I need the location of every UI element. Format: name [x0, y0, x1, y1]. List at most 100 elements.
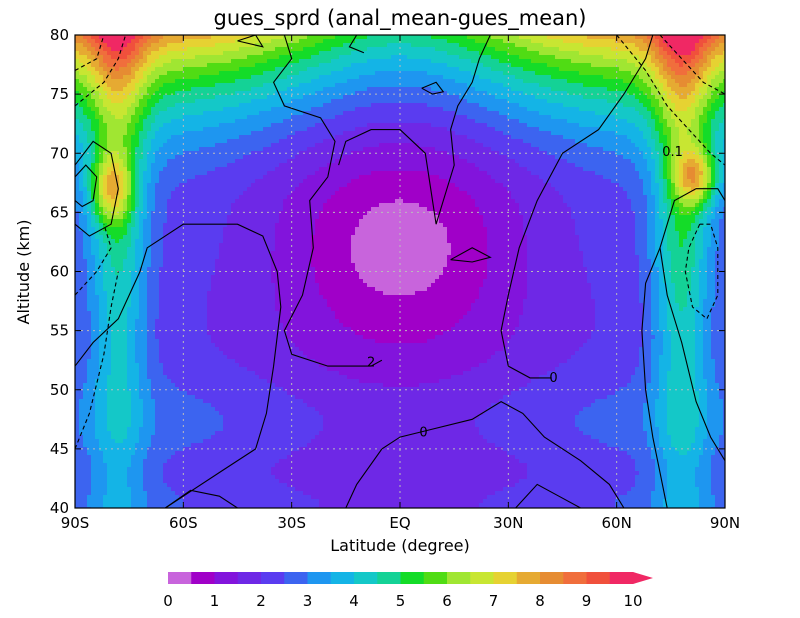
heat-cell [443, 139, 448, 144]
heat-cell [423, 43, 428, 48]
heat-cell [635, 123, 640, 128]
heat-cell [363, 107, 368, 112]
heat-cell [547, 143, 552, 148]
heat-cell [459, 111, 464, 116]
heat-cell [99, 99, 104, 104]
heat-cell [215, 139, 220, 144]
heat-cell [519, 63, 524, 68]
heat-cell [303, 91, 308, 96]
heat-cell [147, 115, 152, 120]
heat-cell [615, 71, 620, 76]
heat-cell [647, 119, 652, 124]
heat-cell [375, 83, 380, 88]
heat-cell [423, 123, 428, 128]
heat-cell [467, 135, 472, 140]
heat-cell [399, 47, 404, 52]
heat-cell [675, 131, 680, 136]
heat-cell [279, 63, 284, 68]
heat-cell [407, 47, 412, 52]
heat-cell [715, 43, 720, 48]
heat-cell [567, 111, 572, 116]
heat-cell [435, 115, 440, 120]
heat-cell [203, 99, 208, 104]
heat-cell [455, 135, 460, 140]
heat-cell [79, 119, 84, 124]
heat-cell [687, 131, 692, 136]
heat-cell [143, 107, 148, 112]
heat-cell [563, 119, 568, 124]
heat-cell [143, 59, 148, 64]
heat-cell [91, 79, 96, 84]
heat-cell [659, 103, 664, 108]
heat-cell [447, 55, 452, 60]
heat-cell [531, 35, 536, 40]
heat-cell [523, 79, 528, 84]
heat-cell [403, 143, 408, 148]
heat-cell [643, 103, 648, 108]
heat-cell [455, 59, 460, 64]
heat-cell [279, 35, 284, 40]
heat-cell [223, 83, 228, 88]
heat-cell [583, 131, 588, 136]
heat-cell [595, 135, 600, 140]
heat-cell [447, 139, 452, 144]
heat-cell [435, 147, 440, 152]
heat-cell [363, 59, 368, 64]
heat-cell [95, 127, 100, 132]
heat-cell [191, 107, 196, 112]
heat-cell [547, 67, 552, 72]
heat-cell [483, 79, 488, 84]
heat-cell [463, 51, 468, 56]
heat-cell [451, 83, 456, 88]
heat-cell [555, 75, 560, 80]
heat-cell [607, 111, 612, 116]
heat-cell [575, 35, 580, 40]
heat-cell [691, 67, 696, 72]
heat-cell [263, 123, 268, 128]
heat-cell [595, 139, 600, 144]
heat-cell [151, 55, 156, 60]
heat-cell [147, 91, 152, 96]
heat-cell [255, 119, 260, 124]
heat-cell [631, 111, 636, 116]
heat-cell [659, 71, 664, 76]
heat-cell [339, 119, 344, 124]
heat-cell [479, 39, 484, 44]
heat-cell [107, 103, 112, 108]
heat-cell [491, 39, 496, 44]
heat-cell [275, 47, 280, 52]
heat-cell [287, 107, 292, 112]
heat-cell [375, 79, 380, 84]
heat-cell [591, 83, 596, 88]
heat-cell [699, 59, 704, 64]
heat-cell [331, 139, 336, 144]
heat-cell [79, 71, 84, 76]
heat-cell [471, 111, 476, 116]
heat-cell [675, 135, 680, 140]
heat-cell [239, 87, 244, 92]
heat-cell [475, 55, 480, 60]
heat-cell [639, 83, 644, 88]
heat-cell [547, 51, 552, 56]
heat-cell [187, 115, 192, 120]
heat-cell [603, 123, 608, 128]
heat-cell [383, 71, 388, 76]
heat-cell [247, 131, 252, 136]
heat-cell [275, 155, 280, 160]
heat-cell [471, 59, 476, 64]
heat-cell [107, 51, 112, 56]
heat-cell [347, 55, 352, 60]
heat-cell [227, 87, 232, 92]
heat-cell [91, 119, 96, 124]
heat-cell [383, 51, 388, 56]
heat-cell [559, 143, 564, 148]
heat-cell [523, 83, 528, 88]
heat-cell [647, 75, 652, 80]
heat-cell [119, 127, 124, 132]
heat-cell [359, 95, 364, 100]
heat-cell [699, 47, 704, 52]
heat-cell [491, 99, 496, 104]
heat-cell [407, 83, 412, 88]
heat-cell [219, 95, 224, 100]
heat-cell [447, 119, 452, 124]
